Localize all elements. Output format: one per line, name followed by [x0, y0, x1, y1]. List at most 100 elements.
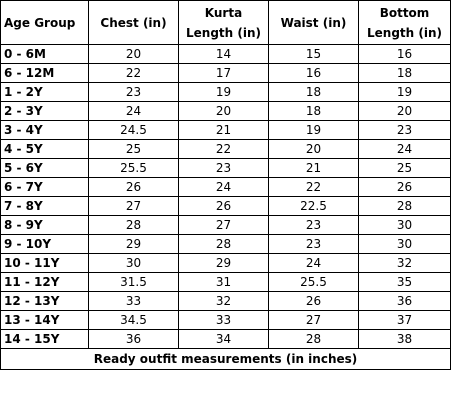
kurta-length-cell: 22 — [178, 139, 269, 159]
age-group-cell: 1 - 2Y — [0, 82, 89, 102]
waist-cell: 22 — [268, 177, 359, 197]
chest-cell: 22 — [88, 63, 179, 83]
waist-cell: 23 — [268, 234, 359, 254]
kurta-length-cell: 21 — [178, 120, 269, 140]
bottom-length-cell: 28 — [358, 196, 451, 216]
chest-cell: 30 — [88, 253, 179, 273]
chest-cell: 20 — [88, 44, 179, 64]
kurta-length-cell: 27 — [178, 215, 269, 235]
bottom-length-cell: 26 — [358, 177, 451, 197]
age-group-cell: 9 - 10Y — [0, 234, 89, 254]
age-group-cell: 13 - 14Y — [0, 310, 89, 330]
kurta-length-cell: 14 — [178, 44, 269, 64]
age-group-cell: 7 - 8Y — [0, 196, 89, 216]
bottom-length-cell: 36 — [358, 291, 451, 311]
bottom-length-cell: 18 — [358, 63, 451, 83]
header-age-group: Age Group — [0, 0, 89, 45]
waist-cell: 16 — [268, 63, 359, 83]
table-row: 9 - 10Y 29 28 23 30 — [0, 234, 451, 254]
waist-cell: 25.5 — [268, 272, 359, 292]
chest-cell: 34.5 — [88, 310, 179, 330]
bottom-length-cell: 20 — [358, 101, 451, 121]
header-kurta-length: Kurta Length (in) — [178, 0, 269, 45]
age-group-cell: 5 - 6Y — [0, 158, 89, 178]
age-group-cell: 14 - 15Y — [0, 329, 89, 349]
age-group-cell: 0 - 6M — [0, 44, 89, 64]
waist-cell: 20 — [268, 139, 359, 159]
chest-cell: 33 — [88, 291, 179, 311]
bottom-length-cell: 30 — [358, 215, 451, 235]
table-row: 1 - 2Y 23 19 18 19 — [0, 82, 451, 102]
table-row: 10 - 11Y 30 29 24 32 — [0, 253, 451, 273]
bottom-length-cell: 32 — [358, 253, 451, 273]
waist-cell: 19 — [268, 120, 359, 140]
kurta-length-cell: 34 — [178, 329, 269, 349]
waist-cell: 15 — [268, 44, 359, 64]
chest-cell: 24.5 — [88, 120, 179, 140]
bottom-length-cell: 35 — [358, 272, 451, 292]
chest-cell: 27 — [88, 196, 179, 216]
age-group-cell: 10 - 11Y — [0, 253, 89, 273]
waist-cell: 22.5 — [268, 196, 359, 216]
age-group-cell: 6 - 7Y — [0, 177, 89, 197]
chest-cell: 29 — [88, 234, 179, 254]
table-row: 0 - 6M 20 14 15 16 — [0, 44, 451, 64]
bottom-length-cell: 25 — [358, 158, 451, 178]
age-group-cell: 8 - 9Y — [0, 215, 89, 235]
waist-cell: 28 — [268, 329, 359, 349]
table-row: 4 - 5Y 25 22 20 24 — [0, 139, 451, 159]
bottom-length-cell: 24 — [358, 139, 451, 159]
age-group-cell: 4 - 5Y — [0, 139, 89, 159]
table-row: 3 - 4Y 24.5 21 19 23 — [0, 120, 451, 140]
chest-cell: 23 — [88, 82, 179, 102]
table-row: 2 - 3Y 24 20 18 20 — [0, 101, 451, 121]
kurta-length-cell: 20 — [178, 101, 269, 121]
table-row: 11 - 12Y 31.5 31 25.5 35 — [0, 272, 451, 292]
kurta-length-cell: 24 — [178, 177, 269, 197]
bottom-length-cell: 23 — [358, 120, 451, 140]
chest-cell: 28 — [88, 215, 179, 235]
waist-cell: 23 — [268, 215, 359, 235]
chest-cell: 31.5 — [88, 272, 179, 292]
waist-cell: 27 — [268, 310, 359, 330]
age-group-cell: 3 - 4Y — [0, 120, 89, 140]
table-row: 8 - 9Y 28 27 23 30 — [0, 215, 451, 235]
kurta-length-cell: 29 — [178, 253, 269, 273]
waist-cell: 21 — [268, 158, 359, 178]
bottom-length-cell: 30 — [358, 234, 451, 254]
table-row: 7 - 8Y 27 26 22.5 28 — [0, 196, 451, 216]
size-chart-table: Age Group Chest (in) Kurta Length (in) W… — [0, 0, 451, 370]
bottom-length-cell: 38 — [358, 329, 451, 349]
kurta-length-cell: 33 — [178, 310, 269, 330]
chest-cell: 26 — [88, 177, 179, 197]
chest-cell: 25 — [88, 139, 179, 159]
table-row: 14 - 15Y 36 34 28 38 — [0, 329, 451, 349]
footer-row: Ready outfit measurements (in inches) — [0, 348, 451, 370]
table-row: 5 - 6Y 25.5 23 21 25 — [0, 158, 451, 178]
bottom-length-cell: 19 — [358, 82, 451, 102]
age-group-cell: 6 - 12M — [0, 63, 89, 83]
header-bottom-length: Bottom Length (in) — [358, 0, 451, 45]
bottom-length-cell: 37 — [358, 310, 451, 330]
table-row: 13 - 14Y 34.5 33 27 37 — [0, 310, 451, 330]
header-waist: Waist (in) — [268, 0, 359, 45]
chest-cell: 24 — [88, 101, 179, 121]
age-group-cell: 11 - 12Y — [0, 272, 89, 292]
waist-cell: 18 — [268, 101, 359, 121]
bottom-length-cell: 16 — [358, 44, 451, 64]
chest-cell: 36 — [88, 329, 179, 349]
header-chest: Chest (in) — [88, 0, 179, 45]
table-row: 12 - 13Y 33 32 26 36 — [0, 291, 451, 311]
size-chart-container: Age Group Chest (in) Kurta Length (in) W… — [0, 0, 451, 370]
chest-cell: 25.5 — [88, 158, 179, 178]
waist-cell: 26 — [268, 291, 359, 311]
kurta-length-cell: 31 — [178, 272, 269, 292]
kurta-length-cell: 19 — [178, 82, 269, 102]
age-group-cell: 2 - 3Y — [0, 101, 89, 121]
kurta-length-cell: 17 — [178, 63, 269, 83]
kurta-length-cell: 23 — [178, 158, 269, 178]
table-caption: Ready outfit measurements (in inches) — [0, 348, 451, 370]
table-row: 6 - 12M 22 17 16 18 — [0, 63, 451, 83]
waist-cell: 18 — [268, 82, 359, 102]
age-group-cell: 12 - 13Y — [0, 291, 89, 311]
